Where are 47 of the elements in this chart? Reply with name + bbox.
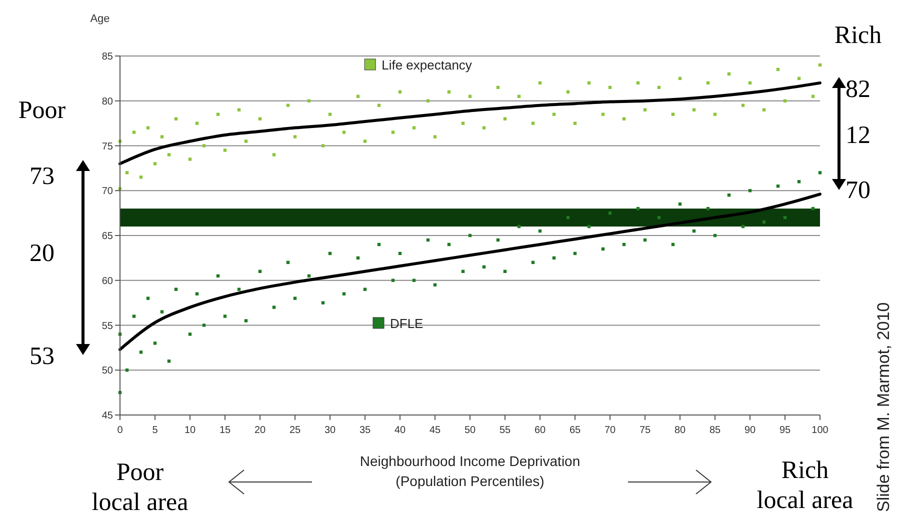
x-tick-label: 70 [604, 425, 616, 436]
text: 70 [846, 177, 870, 204]
legend-label: DFLE [390, 316, 424, 332]
x-tick-label: 90 [744, 425, 756, 436]
text: Rich [834, 22, 882, 49]
x-tick-label: 55 [499, 425, 511, 436]
x-tick-label: 85 [709, 425, 721, 436]
text: 73 [30, 163, 54, 190]
y-tick-label: 65 [102, 231, 114, 242]
text: 82 [846, 76, 870, 103]
x-tick-label: 30 [324, 425, 336, 436]
x-tick-label: 10 [184, 425, 196, 436]
x-tick-label: 60 [534, 425, 546, 436]
x-tick-label: 20 [254, 425, 266, 436]
x-tick-label: 35 [359, 425, 371, 436]
text: Rich local area [756, 457, 854, 514]
text: 53 [30, 343, 54, 370]
y-tick-label: 70 [102, 186, 114, 198]
text: Poor local area [92, 459, 188, 516]
x-tick-label: 100 [812, 425, 829, 436]
y-tick-label: 55 [102, 320, 114, 332]
text: 12 [846, 122, 870, 149]
x-tick-label: 95 [779, 425, 791, 436]
x-tick-label: 25 [289, 425, 301, 436]
x-tick-label: 5 [152, 425, 158, 436]
y-tick-label: 85 [102, 52, 114, 62]
x-tick-label: 50 [464, 425, 476, 436]
y-tick-label: 75 [102, 141, 114, 152]
y-tick-label: 60 [102, 276, 114, 287]
x-tick-label: 45 [429, 425, 441, 436]
text: Slide from M. Marmot, 2010 [874, 302, 893, 512]
y-tick-label: 45 [102, 410, 114, 422]
legend-label: Life expectancy [382, 58, 472, 73]
line-series [118, 192, 822, 351]
text: 20 [30, 240, 54, 267]
y-axis-title: Age [90, 13, 110, 25]
x-tick-label: 75 [639, 425, 651, 436]
x-tick-label: 40 [394, 425, 406, 436]
line-series [118, 81, 822, 166]
x-tick-label: 0 [117, 425, 124, 436]
y-tick-label: 80 [102, 96, 114, 108]
x-tick-label: 80 [674, 425, 686, 436]
x-axis-title: Neighbourhood Income Deprivation (Population Percentiles) [360, 453, 580, 489]
text: Poor [18, 97, 66, 124]
x-tick-label: 65 [569, 425, 581, 436]
x-tick-label: 15 [219, 425, 231, 436]
y-tick-label: 50 [102, 366, 114, 377]
